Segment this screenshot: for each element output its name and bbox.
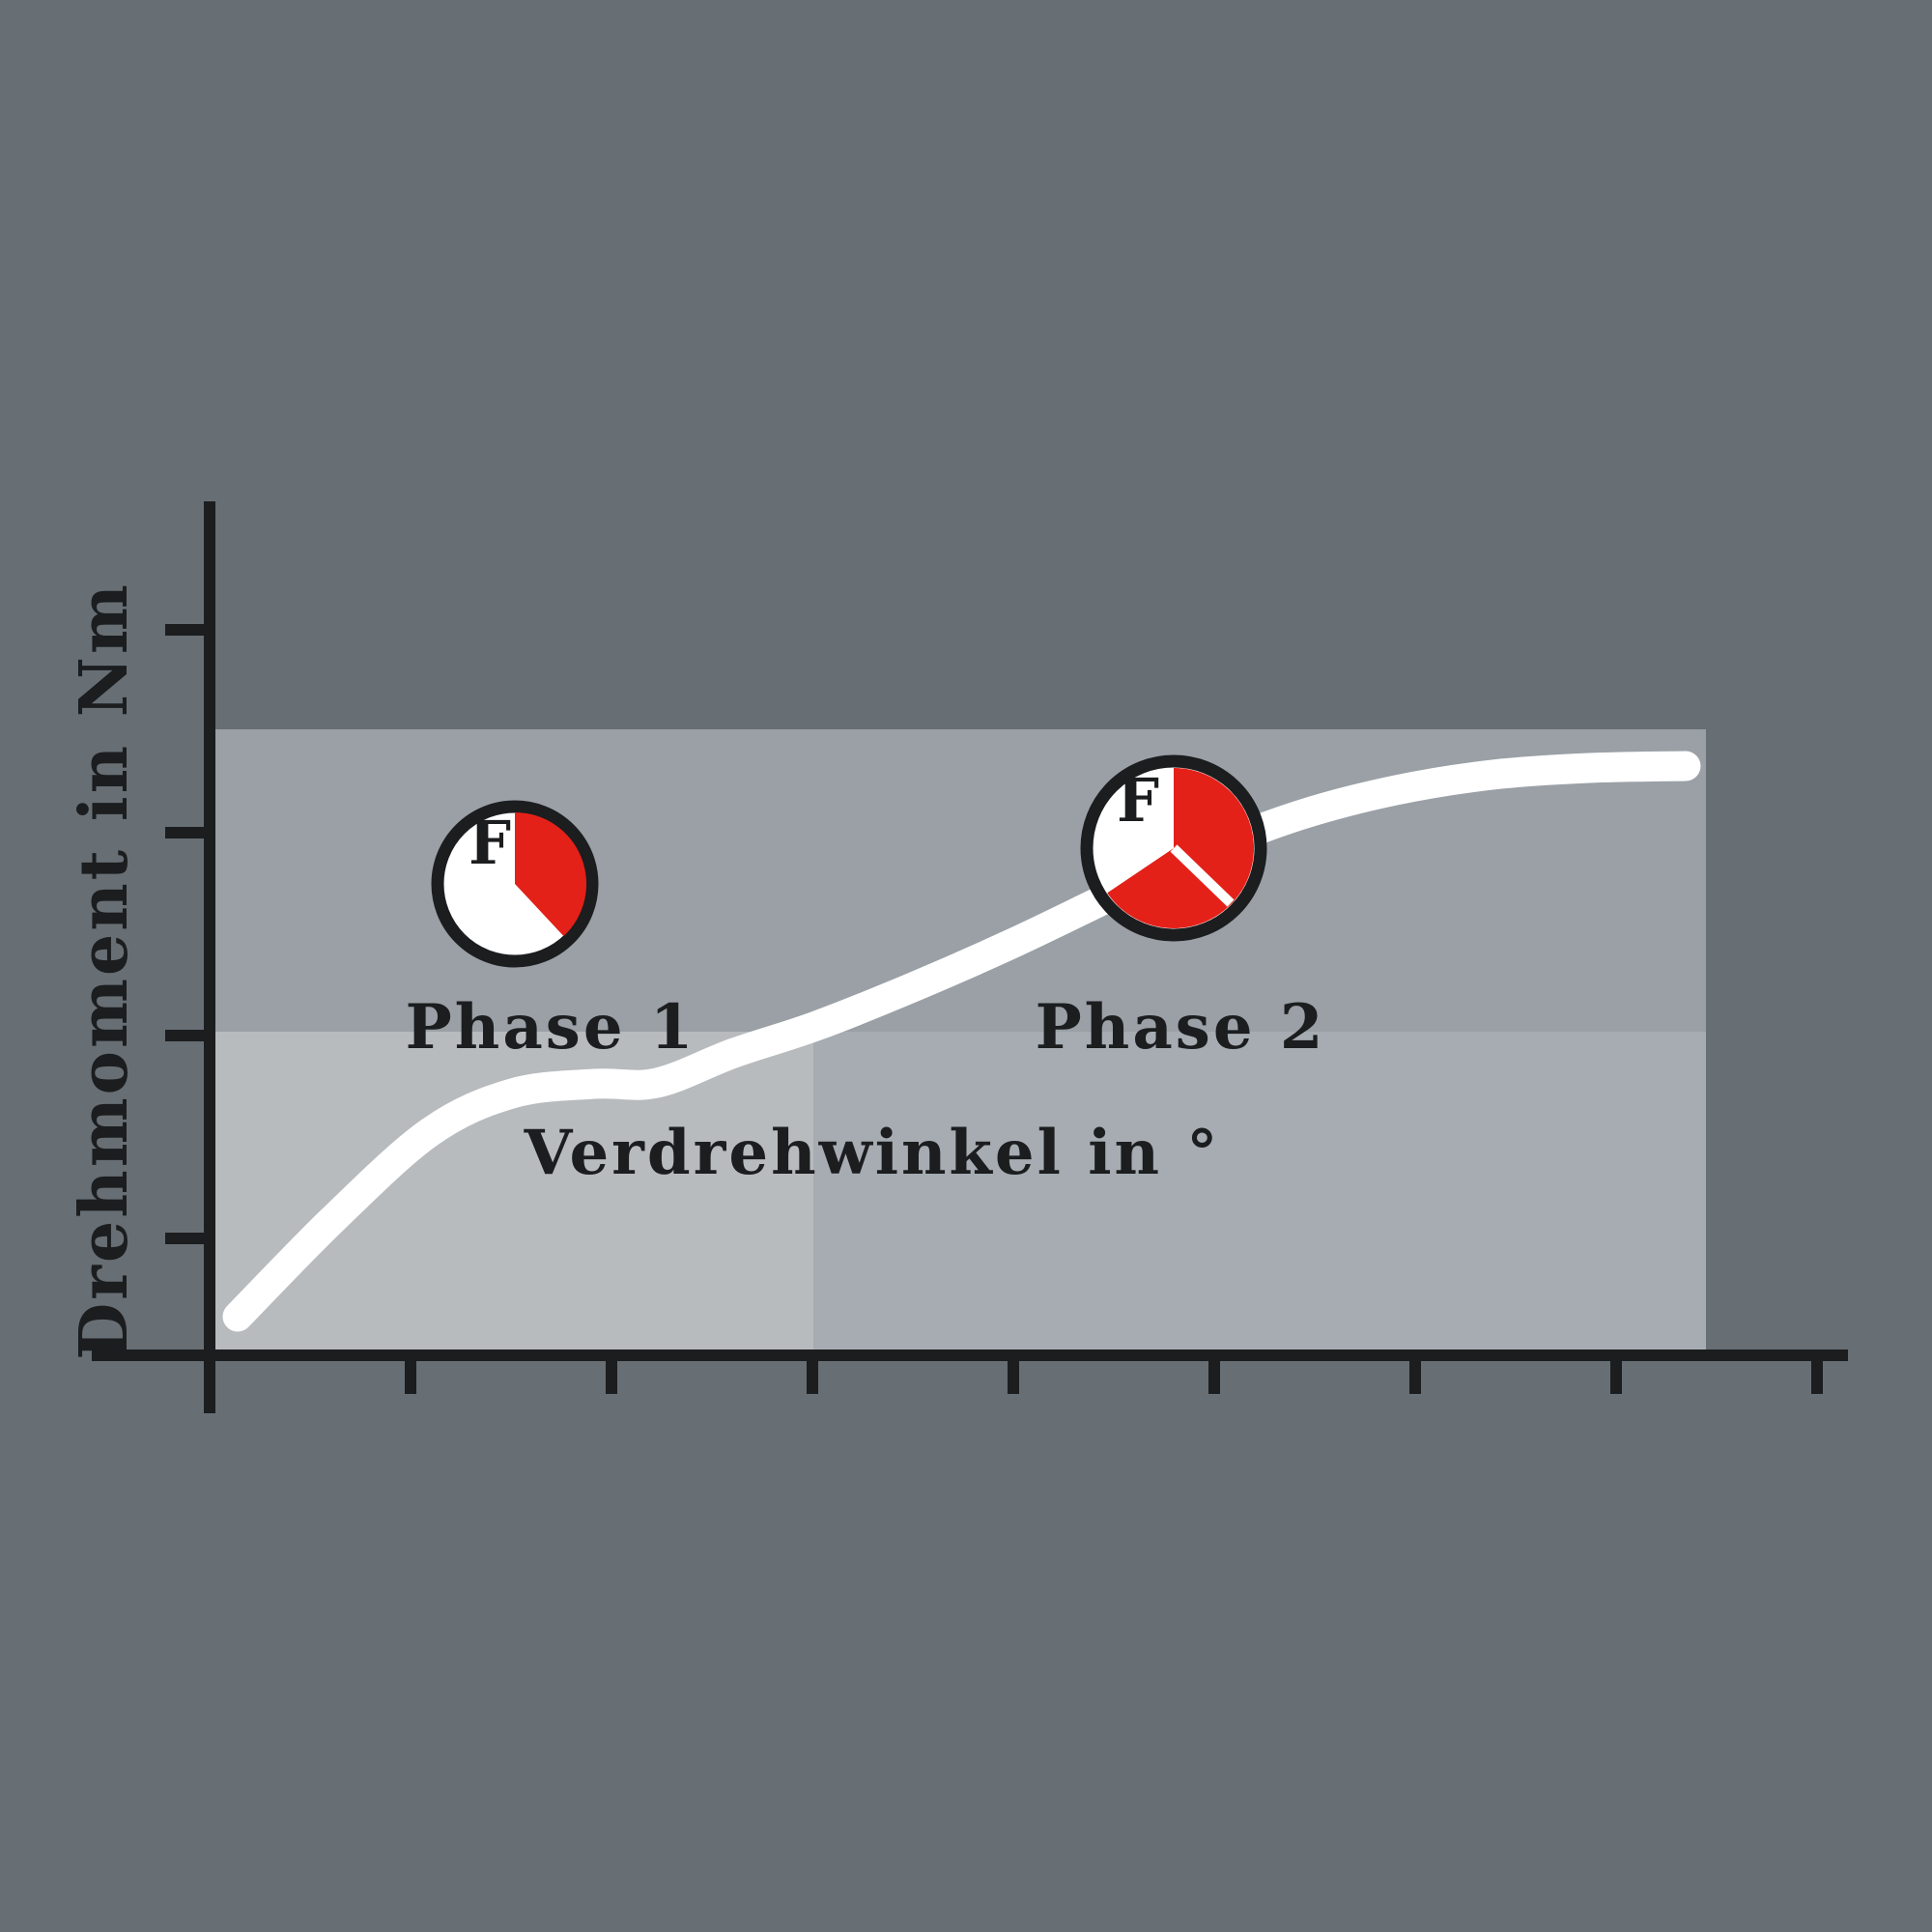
y-axis-tick — [165, 827, 208, 838]
x-axis-tick — [807, 1350, 818, 1394]
phase1-force-letter: F — [469, 808, 511, 878]
phase1-pie-clock-icon — [431, 800, 599, 968]
x-axis-tick — [1610, 1350, 1622, 1394]
y-axis-line — [204, 501, 215, 1413]
axes — [92, 501, 1848, 1413]
pie-sector-divider — [1170, 844, 1235, 907]
torque-curve — [222, 751, 1701, 1332]
x-axis-label: Verdrehwinkel in ° — [524, 1117, 1221, 1189]
x-axis-tick — [1208, 1350, 1220, 1394]
y-axis-label: Drehmoment in Nm — [66, 582, 143, 1360]
y-axis-tick — [165, 1030, 208, 1041]
pie-red-sector — [515, 811, 587, 937]
x-axis-tick — [1811, 1350, 1823, 1394]
phase2-pie-clock-icon — [1080, 754, 1267, 942]
y-axis-tick — [165, 624, 208, 636]
x-axis-line — [92, 1350, 1848, 1361]
phase2-label: Phase 2 — [1036, 991, 1326, 1064]
chart-band-lower-right — [813, 1032, 1706, 1350]
x-axis-tick — [405, 1350, 416, 1394]
y-axis-tick — [165, 1233, 208, 1244]
x-axis-tick — [1409, 1350, 1421, 1394]
phase2-force-letter: F — [1117, 765, 1159, 836]
phase1-label: Phase 1 — [406, 991, 696, 1064]
x-axis-tick — [1008, 1350, 1019, 1394]
x-axis-tick — [606, 1350, 617, 1394]
